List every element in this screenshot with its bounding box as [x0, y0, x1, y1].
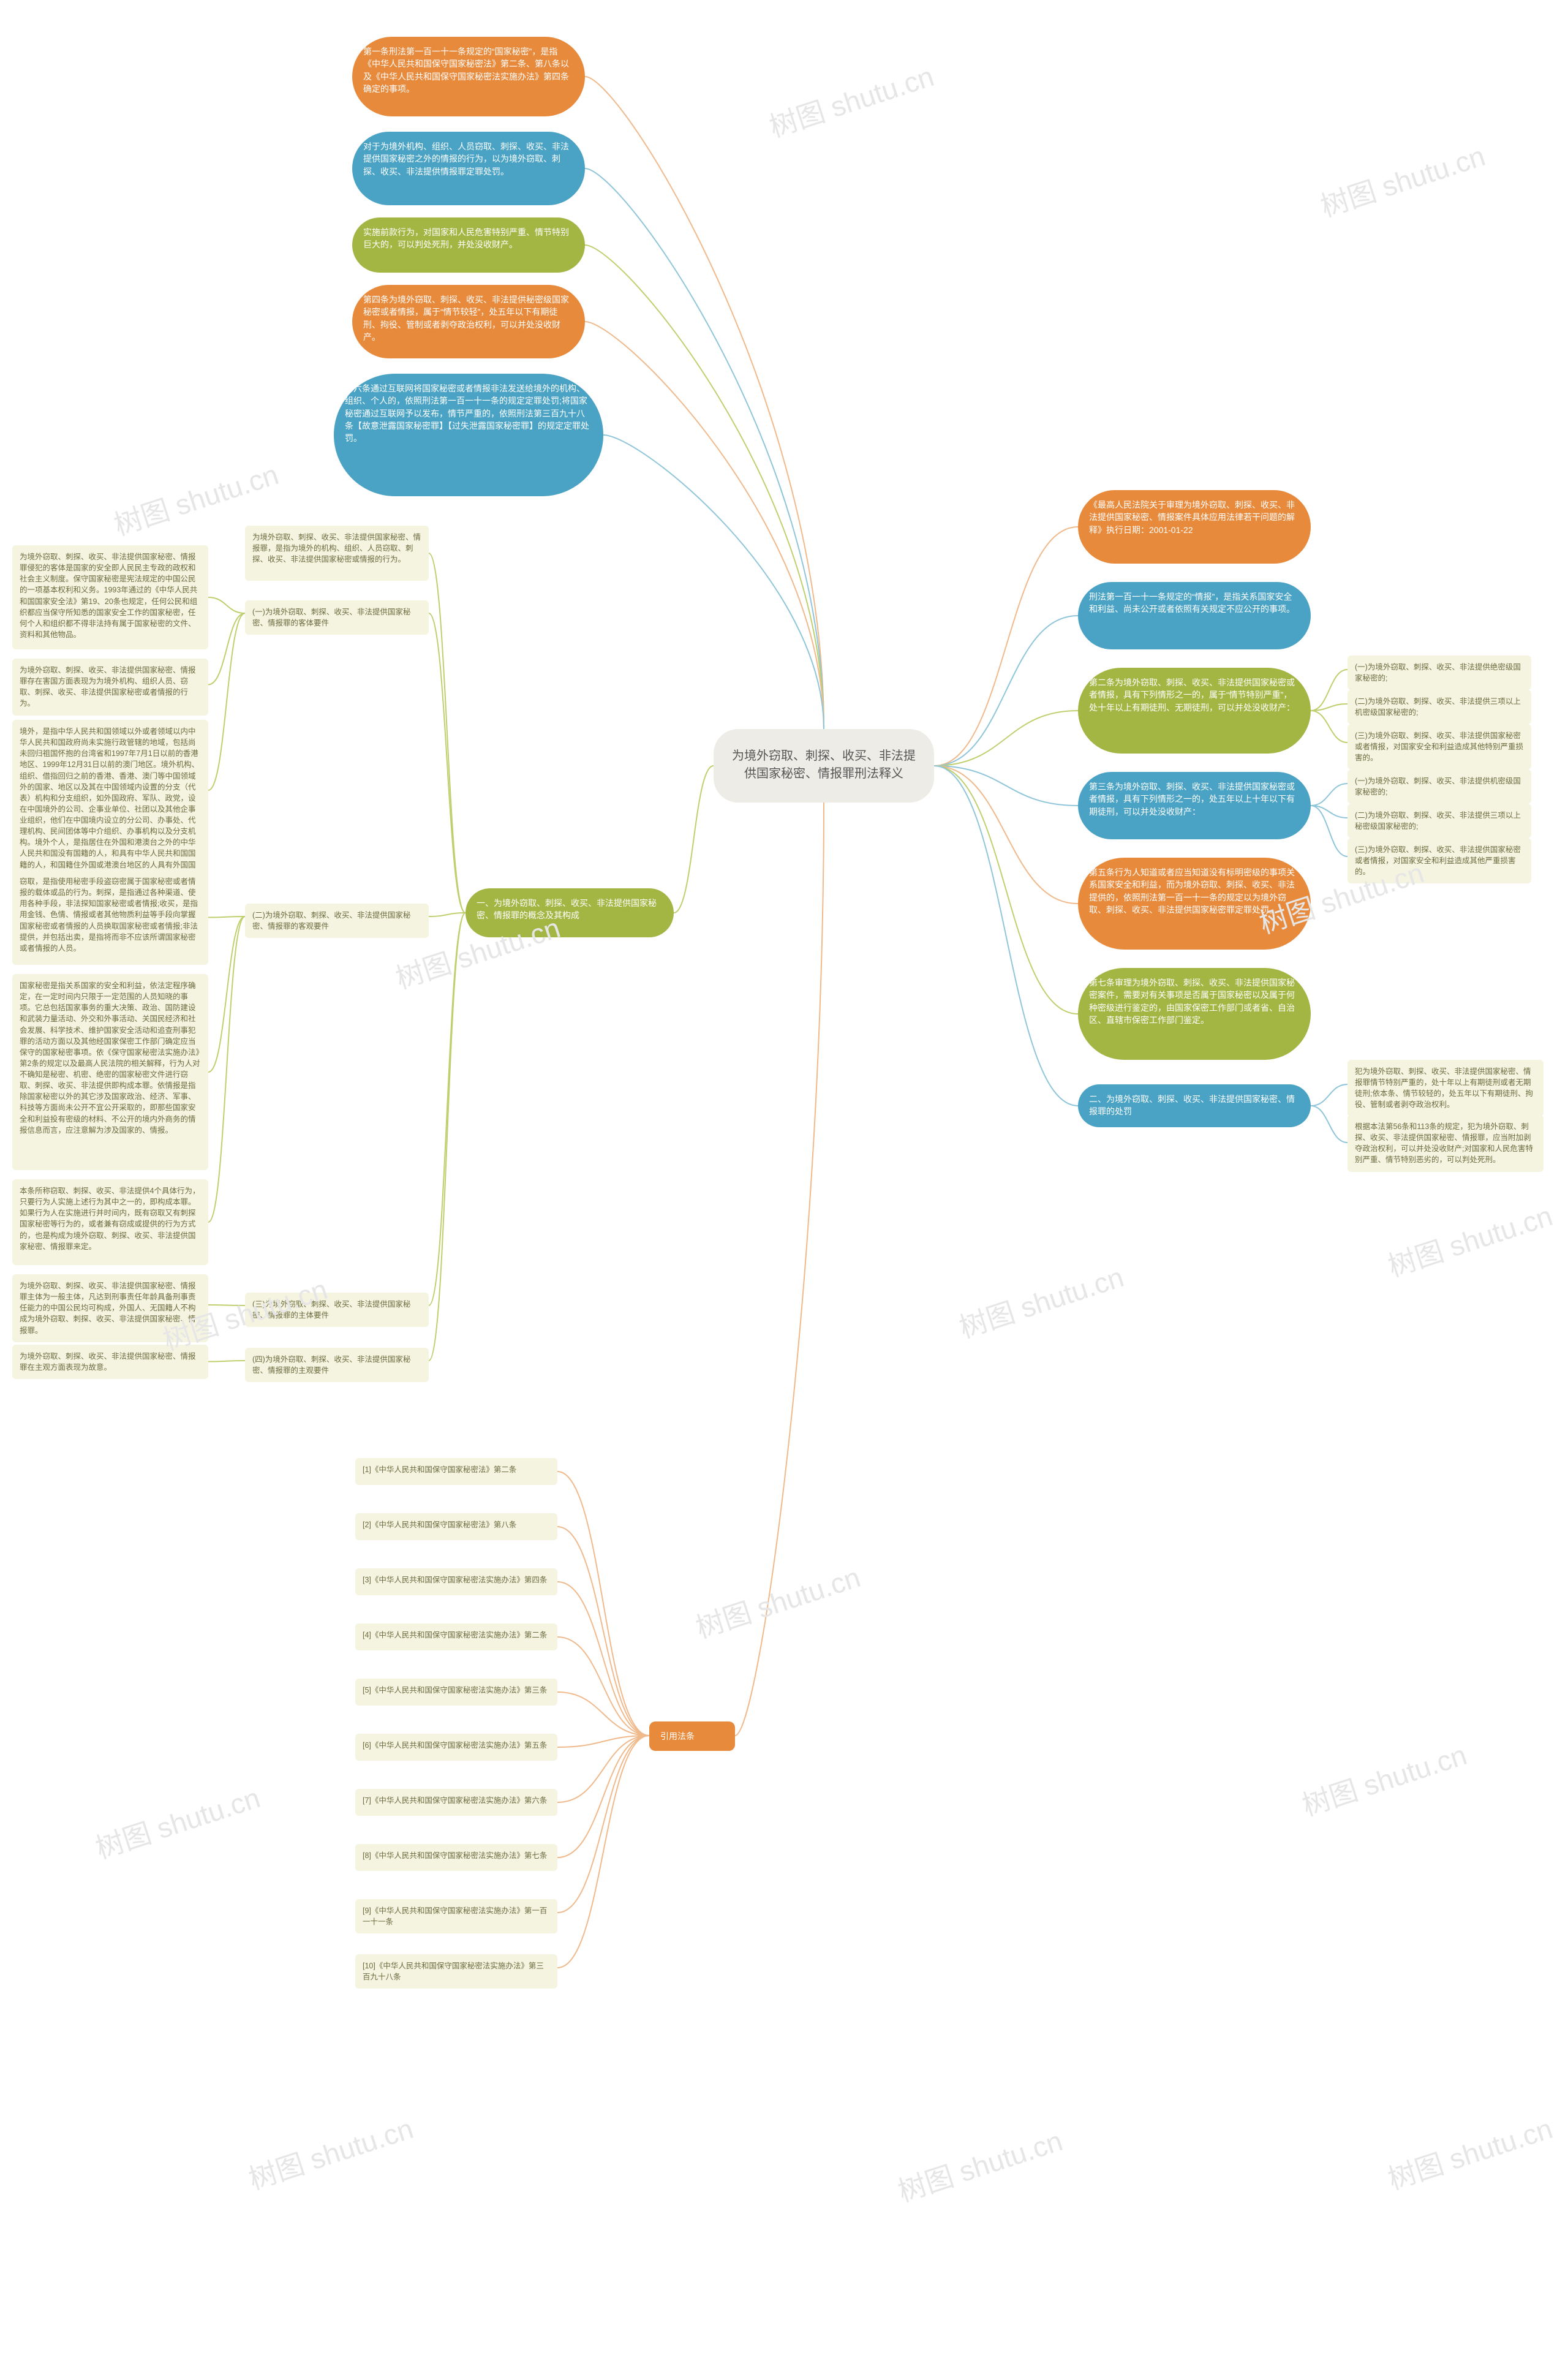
watermark: 树图 shutu.cn	[1382, 2107, 1557, 2198]
node-c7: [7]《中华人民共和国保守国家秘密法实施办法》第六条	[355, 1789, 557, 1816]
node-r1: 《最高人民法院关于审理为境外窃取、刺探、收买、非法提供国家秘密、情报案件具体应用…	[1078, 490, 1311, 564]
watermark: 树图 shutu.cn	[1382, 1194, 1557, 1285]
node-l_s3a: 为境外窃取、刺探、收买、非法提供国家秘密、情报罪主体为一般主体，凡达到刑事责任年…	[12, 1274, 208, 1342]
node-c6: [6]《中华人民共和国保守国家秘密法实施办法》第五条	[355, 1734, 557, 1761]
watermark: 树图 shutu.cn	[1297, 1733, 1471, 1824]
node-l_s1a: 为境外窃取、刺探、收买、非法提供国家秘密、情报罪侵犯的客体是国家的安全即人民民主…	[12, 545, 208, 649]
watermark: 树图 shutu.cn	[892, 2119, 1067, 2210]
node-c4: [4]《中华人民共和国保守国家秘密法实施办法》第二条	[355, 1623, 557, 1650]
node-c10: [10]《中华人民共和国保守国家秘密法实施办法》第三百九十八条	[355, 1954, 557, 1989]
node-r4b: (二)为境外窃取、刺探、收买、非法提供三项以上秘密级国家秘密的;	[1348, 804, 1531, 838]
node-r3c: (三)为境外窃取、刺探、收买、非法提供国家秘密或者情报，对国家安全和利益造成其他…	[1348, 724, 1531, 769]
node-r4a: (一)为境外窃取、刺探、收买、非法提供机密级国家秘密的;	[1348, 769, 1531, 804]
node-l_s4a: 为境外窃取、刺探、收买、非法提供国家秘密、情报罪在主观方面表现为故意。	[12, 1345, 208, 1379]
node-l_s2b: 国家秘密是指关系国家的安全和利益，依法定程序确定，在一定时间内只限于一定范围的人…	[12, 974, 208, 1170]
node-c8: [8]《中华人民共和国保守国家秘密法实施办法》第七条	[355, 1844, 557, 1871]
node-l_s2: (二)为境外窃取、刺探、收买、非法提供国家秘密、情报罪的客观要件	[245, 904, 429, 938]
node-r3: 第二条为境外窃取、刺探、收买、非法提供国家秘密或者情报，具有下列情形之一的，属于…	[1078, 668, 1311, 754]
node-r5: 第五条行为人知道或者应当知道没有标明密级的事项关系国家安全和利益，而为境外窃取、…	[1078, 858, 1311, 950]
node-r3b: (二)为境外窃取、刺探、收买、非法提供三项以上机密级国家秘密的;	[1348, 690, 1531, 724]
edge-layer	[0, 0, 1568, 2358]
watermark: 树图 shutu.cn	[1315, 134, 1490, 225]
node-l_main: 一、为境外窃取、刺探、收买、非法提供国家秘密、情报罪的概念及其构成	[466, 888, 674, 937]
node-r4: 第三条为境外窃取、刺探、收买、非法提供国家秘密或者情报，具有下列情形之一的，处五…	[1078, 772, 1311, 839]
node-l_s4: (四)为境外窃取、刺探、收买、非法提供国家秘密、情报罪的主观要件	[245, 1348, 429, 1382]
node-t3: 实施前款行为，对国家和人民危害特别严重、情节特别巨大的，可以判处死刑，并处没收财…	[352, 217, 585, 273]
node-t1: 第一条刑法第一百一十一条规定的“国家秘密”，是指《中华人民共和国保守国家秘密法》…	[352, 37, 585, 116]
node-r7: 二、为境外窃取、刺探、收买、非法提供国家秘密、情报罪的处罚	[1078, 1084, 1311, 1127]
node-r7a: 犯为境外窃取、刺探、收买、非法提供国家秘密、情报罪情节特别严重的，处十年以上有期…	[1348, 1060, 1544, 1117]
node-c9: [9]《中华人民共和国保守国家秘密法实施办法》第一百一十一条	[355, 1899, 557, 1933]
watermark: 树图 shutu.cn	[764, 55, 938, 146]
watermark: 树图 shutu.cn	[90, 1776, 265, 1867]
node-l1: 为境外窃取、刺探、收买、非法提供国家秘密、情报罪，是指为境外的机构、组织、人员窃…	[245, 526, 429, 581]
node-r4c: (三)为境外窃取、刺探、收买、非法提供国家秘密或者情报，对国家安全和利益造成其他…	[1348, 838, 1531, 883]
node-c1: [1]《中华人民共和国保守国家秘密法》第二条	[355, 1458, 557, 1485]
node-l_s2c: 本条所称窃取、刺探、收买、非法提供4个具体行为，只要行为人实施上述行为其中之一的…	[12, 1179, 208, 1265]
node-t2: 对于为境外机构、组织、人员窃取、刺探、收买、非法提供国家秘密之外的情报的行为，以…	[352, 132, 585, 205]
node-cite: 引用法条	[649, 1721, 735, 1751]
node-l_s1: (一)为境外窃取、刺探、收买、非法提供国家秘密、情报罪的客体要件	[245, 600, 429, 635]
node-l_s2a: 窃取，是指使用秘密手段盗窃密属于国家秘密或者情报的载体或品的行为。刺探，是指通过…	[12, 870, 208, 965]
node-c3: [3]《中华人民共和国保守国家秘密法实施办法》第四条	[355, 1568, 557, 1595]
node-c2: [2]《中华人民共和国保守国家秘密法》第八条	[355, 1513, 557, 1540]
node-r7b: 根据本法第56条和113条的规定，犯为境外窃取、刺探、收买、非法提供国家秘密、情…	[1348, 1115, 1544, 1172]
watermark: 树图 shutu.cn	[243, 2107, 418, 2198]
center-node: 为境外窃取、刺探、收买、非法提供国家秘密、情报罪刑法释义	[714, 729, 934, 803]
node-r2: 刑法第一百一十一条规定的“情报”，是指关系国家安全和利益、尚未公开或者依照有关规…	[1078, 582, 1311, 649]
node-l_s1b: 为境外窃取、刺探、收买、非法提供国家秘密、情报罪存在害国方面表现为为境外机构、组…	[12, 659, 208, 716]
node-r3a: (一)为境外窃取、刺探、收买、非法提供绝密级国家秘密的;	[1348, 656, 1531, 690]
watermark: 树图 shutu.cn	[954, 1255, 1128, 1347]
node-l_s3: (三)为境外窃取、刺探、收买、非法提供国家秘密、情报罪的主体要件	[245, 1293, 429, 1327]
node-c5: [5]《中华人民共和国保守国家秘密法实施办法》第三条	[355, 1679, 557, 1706]
node-t5: 第六条通过互联网将国家秘密或者情报非法发送给境外的机构、组织、个人的，依照刑法第…	[334, 374, 603, 496]
node-r6: 第七条审理为境外窃取、刺探、收买、非法提供国家秘密案件，需要对有关事项是否属于国…	[1078, 968, 1311, 1060]
watermark: 树图 shutu.cn	[690, 1555, 865, 1647]
node-t4: 第四条为境外窃取、刺探、收买、非法提供秘密级国家秘密或者情报，属于“情节较轻”，…	[352, 285, 585, 358]
